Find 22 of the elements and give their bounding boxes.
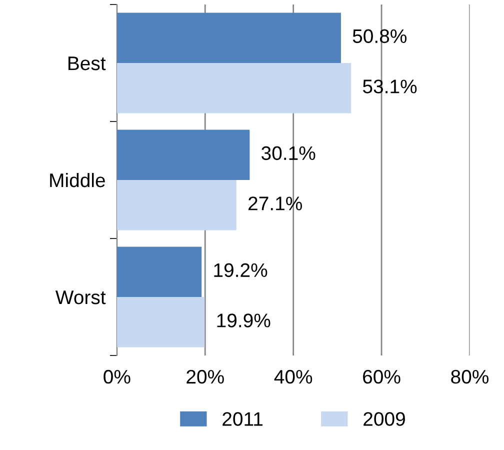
x-tick-label: 20%	[186, 370, 224, 384]
legend-label: 2009	[364, 412, 405, 426]
data-label: 19.9%	[217, 314, 270, 328]
data-label: 27.1%	[248, 196, 302, 210]
x-tick-label: 60%	[363, 370, 400, 384]
data-label: 53.1%	[362, 80, 417, 94]
x-tick-label: 80%	[451, 370, 488, 384]
data-label: 50.8%	[352, 29, 407, 44]
bar	[116, 63, 352, 114]
y-tick-label: Best	[68, 56, 106, 70]
bar	[116, 12, 341, 63]
bar	[116, 130, 250, 180]
x-tick-label: 0%	[104, 370, 130, 384]
y-tick-label: Middle	[50, 172, 105, 188]
bar	[116, 297, 205, 348]
legend-label: 2011	[222, 412, 262, 426]
bar	[116, 180, 236, 230]
data-label: 30.1%	[262, 146, 316, 160]
bar	[116, 246, 202, 297]
data-label: 19.2%	[214, 263, 268, 278]
x-tick-label: 40%	[274, 370, 312, 384]
y-tick-label: Worst	[55, 290, 106, 304]
